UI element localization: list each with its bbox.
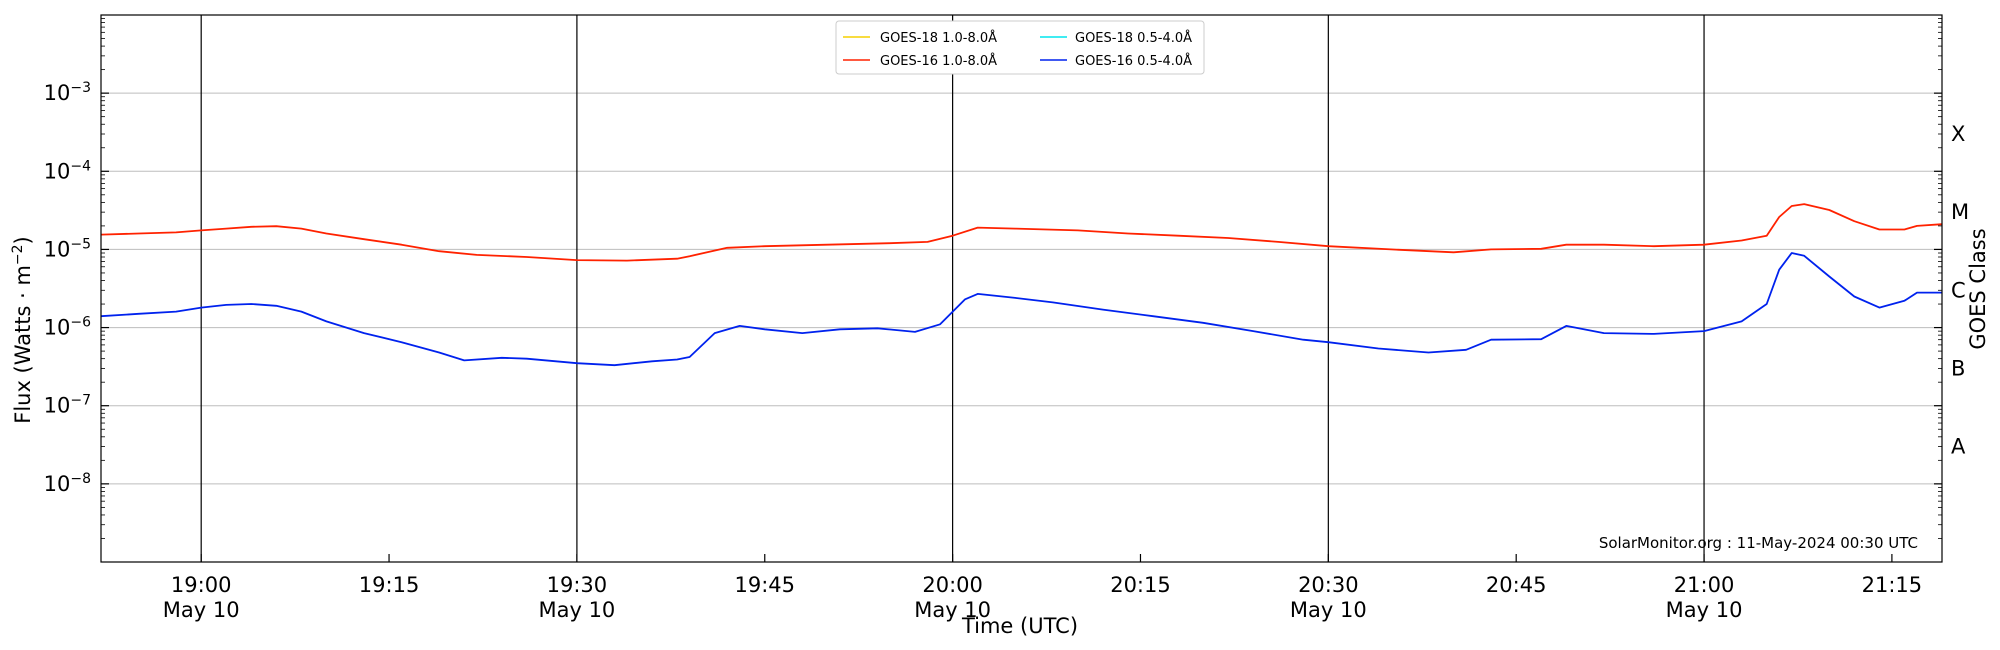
series-line: [100, 252, 1942, 367]
x-tick-label: 21:00: [1674, 573, 1735, 597]
x-tick-label: 20:15: [1110, 573, 1171, 597]
x-tick-label: 19:45: [734, 573, 795, 597]
legend-label-goes18-short: GOES-18 0.5-4.0Å: [1075, 30, 1192, 46]
x-tick-date-label: May 10: [538, 598, 615, 622]
y-axis-title: Flux (Watts · m−2): [10, 236, 35, 424]
y2-axis-title: GOES Class: [1966, 228, 1990, 349]
series-layer: [100, 203, 1943, 367]
x-tick-date-label: May 10: [163, 598, 240, 622]
plot-frame: [100, 14, 1943, 563]
credit-annotation: SolarMonitor.org : 11-May-2024 00:30 UTC: [1599, 534, 1918, 552]
y-tick-label: 10−4: [44, 158, 91, 183]
goes-class-label: C: [1951, 278, 1966, 302]
legend-label-goes16-short: GOES-16 0.5-4.0Å: [1075, 53, 1192, 69]
x-tick-label: 19:00: [171, 573, 232, 597]
legend-label-goes18-long: GOES-18 1.0-8.0Å: [880, 30, 997, 46]
x-tick-label: 20:00: [922, 573, 983, 597]
x-tick-label: 20:30: [1298, 573, 1359, 597]
y-tick-label: 10−8: [44, 471, 91, 496]
grid-layer: [101, 15, 1942, 562]
goes-class-label: A: [1951, 435, 1966, 459]
series-line: [100, 203, 1943, 262]
y-tick-label: 10−3: [44, 80, 91, 105]
goes-class-label: X: [1951, 122, 1965, 146]
legend-box: [835, 20, 1205, 75]
legend-label-goes16-long: GOES-16 1.0-8.0Å: [880, 53, 997, 69]
x-tick-label: 19:30: [547, 573, 608, 597]
y-tick-label: 10−5: [44, 236, 91, 261]
legend: GOES-18 1.0-8.0Å GOES-18 0.5-4.0Å GOES-1…: [835, 20, 1205, 75]
x-tick-label: 19:15: [359, 573, 420, 597]
goes-class-label: B: [1951, 356, 1965, 380]
y-tick-label: 10−6: [44, 315, 91, 340]
x-tick-date-label: May 10: [1666, 598, 1743, 622]
y-tick-label: 10−7: [44, 393, 91, 418]
x-tick-label: 20:45: [1486, 573, 1547, 597]
x-tick-label: 21:15: [1862, 573, 1923, 597]
x-tick-date-label: May 10: [1290, 598, 1367, 622]
goes-class-label: M: [1951, 200, 1969, 224]
x-tick-date-label: May 10: [914, 598, 991, 622]
x-axis-title: Time (UTC): [961, 614, 1078, 638]
